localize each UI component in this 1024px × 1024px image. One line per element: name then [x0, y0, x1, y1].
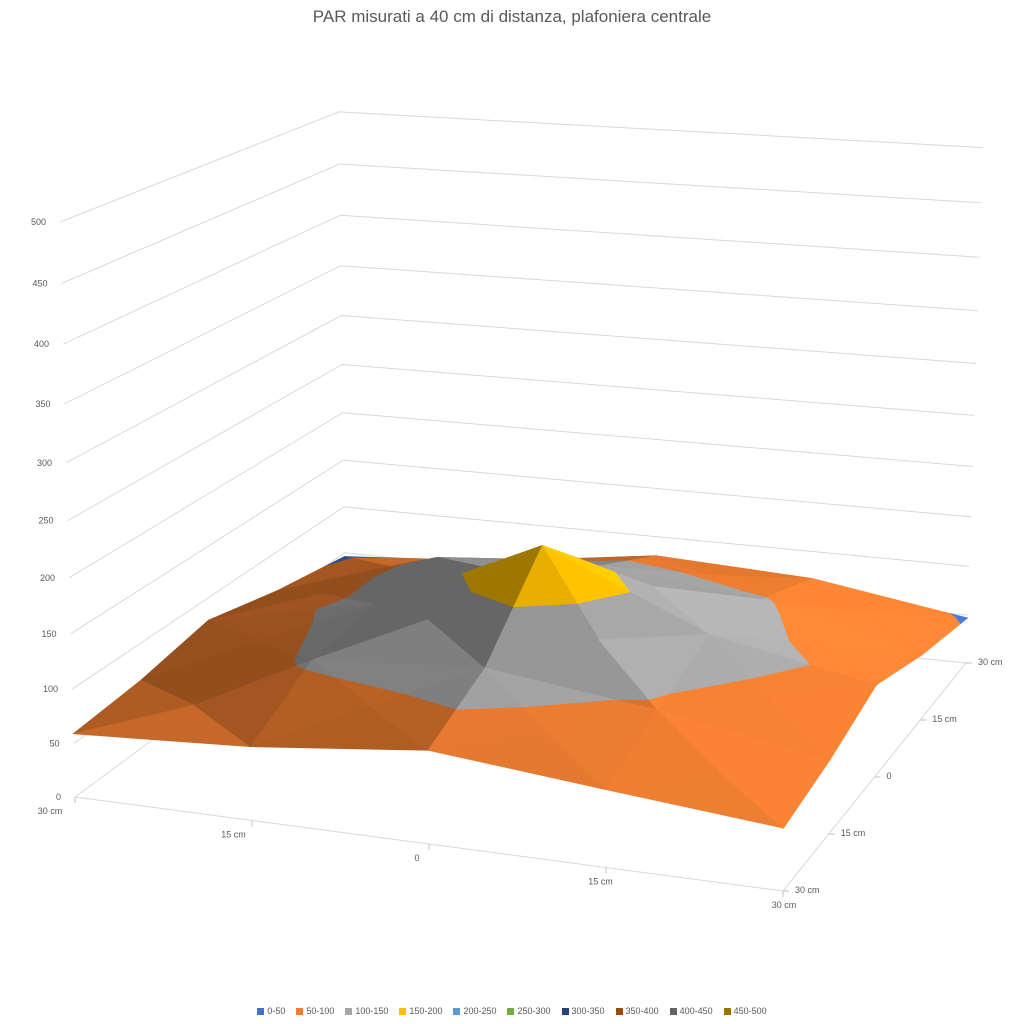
- depth-axis-tick-label: 15 cm: [932, 714, 957, 724]
- legend-swatch: [723, 1007, 731, 1015]
- depth-axis-tick-label: 30 cm: [795, 885, 820, 895]
- x-axis-tick-label: 15 cm: [588, 877, 613, 887]
- surface-series[interactable]: [72, 545, 968, 829]
- legend-swatch: [561, 1007, 569, 1015]
- chart-title: PAR misurati a 40 cm di distanza, plafon…: [312, 7, 712, 26]
- z-axis-tick-label: 450: [32, 279, 47, 289]
- z-axis-tick-label: 350: [35, 399, 50, 409]
- legend-item[interactable]: 400-450: [669, 1006, 713, 1016]
- legend-item[interactable]: 50-100: [296, 1006, 334, 1016]
- z-axis-tick-label: 100: [43, 684, 58, 694]
- z-axis-tick-label: 150: [41, 629, 56, 639]
- legend-swatch: [669, 1007, 677, 1015]
- surface-band-facet[interactable]: [305, 659, 334, 677]
- legend-swatch: [257, 1007, 265, 1015]
- legend-label: 300-350: [571, 1006, 605, 1016]
- legend-label: 50-100: [306, 1006, 335, 1016]
- legend-item[interactable]: 350-400: [615, 1006, 659, 1016]
- surface-band-facet[interactable]: [668, 634, 752, 695]
- legend-swatch: [615, 1007, 623, 1015]
- legend-swatch: [507, 1007, 515, 1015]
- z-axis-tick-label: 300: [37, 458, 52, 468]
- legend-item[interactable]: 300-350: [561, 1006, 605, 1016]
- surface-band-facet[interactable]: [513, 545, 578, 608]
- legend-label: 450-500: [733, 1006, 767, 1016]
- legend: 0-50 50-100 100-150 150-200 200-250 250-300 30…: [0, 1006, 1024, 1016]
- legend-item[interactable]: 250-300: [507, 1006, 551, 1016]
- surface-band-facet[interactable]: [817, 643, 923, 686]
- legend-label: 350-400: [625, 1006, 659, 1016]
- z-axis-tick-label: 500: [31, 217, 46, 227]
- z-axis-tick-label: 0: [56, 792, 61, 802]
- legend-item[interactable]: 150-200: [399, 1006, 442, 1016]
- z-axis-tick-label: 200: [40, 573, 55, 583]
- legend-item[interactable]: 450-500: [723, 1006, 767, 1016]
- axis-labels: 0 50 100 150 200 250 300 350 400 450 500 30 cm 15 cm…: [31, 217, 1003, 910]
- legend-label: 0-50: [267, 1006, 286, 1016]
- depth-axis-tick-label: 15 cm: [841, 828, 866, 838]
- surface-band-facet[interactable]: [865, 612, 961, 656]
- floor-and-ticks: [74, 662, 972, 897]
- legend-swatch: [345, 1007, 353, 1015]
- surface-band-facet[interactable]: [456, 667, 523, 710]
- legend-swatch: [399, 1007, 407, 1015]
- legend-swatch: [296, 1007, 304, 1015]
- legend-label: 250-300: [517, 1006, 551, 1016]
- depth-axis-tick-label: 30 cm: [978, 657, 1003, 667]
- z-axis-tick-label: 250: [38, 516, 53, 526]
- legend-label: 200-250: [463, 1006, 497, 1016]
- legend-item[interactable]: 0-50: [257, 1006, 285, 1016]
- legend-label: 150-200: [409, 1006, 443, 1016]
- x-axis-tick-label: 30 cm: [772, 900, 797, 910]
- surface-band-facet[interactable]: [768, 684, 877, 761]
- legend-item[interactable]: 200-250: [453, 1006, 496, 1016]
- x-axis-tick-label: 30 cm: [38, 806, 63, 816]
- x-axis-tick-label: 15 cm: [221, 830, 246, 840]
- x-axis-tick-label: 0: [414, 853, 419, 863]
- legend-item[interactable]: 100-150: [345, 1006, 388, 1016]
- depth-axis-tick-label: 0: [887, 771, 892, 781]
- legend-label: 400-450: [679, 1006, 713, 1016]
- z-axis-tick-label: 50: [49, 739, 59, 749]
- legend-swatch: [453, 1007, 461, 1015]
- z-axis-tick-label: 400: [34, 339, 49, 349]
- surface-band-facet[interactable]: [718, 759, 831, 829]
- legend-label: 100-150: [355, 1006, 389, 1016]
